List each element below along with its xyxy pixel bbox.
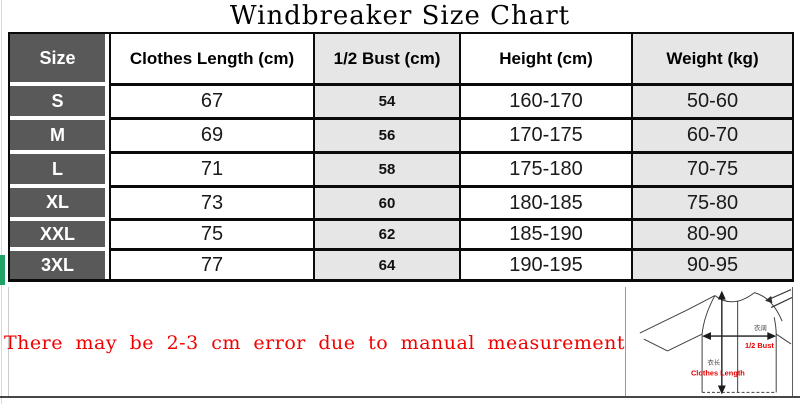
half-bust-cell: 58 (315, 154, 461, 188)
weight-cell: 60-70 (633, 120, 792, 154)
size-chart-table: Size Clothes Length (cm) 1/2 Bust (cm) H… (8, 32, 794, 282)
weight-cell: 90-95 (633, 251, 792, 279)
half-bust-arrow (702, 332, 777, 341)
weight-cell: 80-90 (633, 221, 792, 251)
weight-cell: 50-60 (633, 86, 792, 120)
height-cell: 190-195 (461, 251, 633, 279)
size-cell: L (10, 154, 109, 188)
weight-cell: 75-80 (633, 188, 792, 221)
bust-label-en: 1/2 Bust (745, 341, 774, 350)
bust-label-cn: 衣阔 (754, 323, 767, 332)
length-label-en: Clothes Length (691, 369, 745, 378)
size-cell: 3XL (10, 251, 109, 279)
half-bust-cell: 54 (315, 86, 461, 120)
gridline (8, 287, 9, 396)
garment-diagram-svg: 衣阔 1/2 Bust 衣长 Clothes Length (639, 289, 792, 395)
clothes-length-cell: 77 (109, 251, 315, 279)
clothes-length-cell: 69 (109, 120, 315, 154)
gridline (0, 396, 800, 398)
page-title: Windbreaker Size Chart (229, 1, 571, 31)
clothes-length-cell: 75 (109, 221, 315, 251)
table-row: XXL 75 62 185-190 80-90 (10, 221, 792, 251)
half-bust-cell: 56 (315, 120, 461, 154)
size-cell: M (10, 120, 109, 154)
height-cell: 170-175 (461, 120, 633, 154)
weight-cell: 70-75 (633, 154, 792, 188)
table-row: M 69 56 170-175 60-70 (10, 120, 792, 154)
table-header-row: Size Clothes Length (cm) 1/2 Bust (cm) H… (10, 34, 792, 86)
table-row: 3XL 77 64 190-195 90-95 (10, 251, 792, 279)
clothes-length-cell: 67 (109, 86, 315, 120)
table-row: XL 73 60 180-185 75-80 (10, 188, 792, 221)
header-height: Height (cm) (461, 34, 633, 86)
garment-outline (639, 292, 792, 393)
clothes-length-arrow (717, 290, 726, 395)
size-cell: XL (10, 188, 109, 221)
header-clothes-length: Clothes Length (cm) (109, 34, 315, 86)
row-highlight-accent (0, 255, 5, 285)
header-weight: Weight (kg) (633, 34, 792, 86)
half-bust-cell: 60 (315, 188, 461, 221)
half-bust-cell: 64 (315, 251, 461, 279)
garment-measure-diagram: 衣阔 1/2 Bust 衣长 Clothes Length (625, 287, 793, 396)
collar-pointer-arrow (765, 289, 792, 308)
length-label-cn: 衣长 (708, 358, 721, 367)
clothes-length-cell: 73 (109, 188, 315, 221)
header-half-bust: 1/2 Bust (cm) (315, 34, 461, 86)
height-cell: 180-185 (461, 188, 633, 221)
table-row: L 71 58 175-180 70-75 (10, 154, 792, 188)
size-cell: S (10, 86, 109, 120)
clothes-length-cell: 71 (109, 154, 315, 188)
measurement-note: There may be 2-3 cm error due to manual … (4, 332, 625, 354)
size-cell: XXL (10, 221, 109, 251)
header-size: Size (10, 34, 109, 86)
height-cell: 175-180 (461, 154, 633, 188)
height-cell: 185-190 (461, 221, 633, 251)
gridline (1, 0, 2, 404)
table-row: S 67 54 160-170 50-60 (10, 86, 792, 120)
height-cell: 160-170 (461, 86, 633, 120)
half-bust-cell: 62 (315, 221, 461, 251)
